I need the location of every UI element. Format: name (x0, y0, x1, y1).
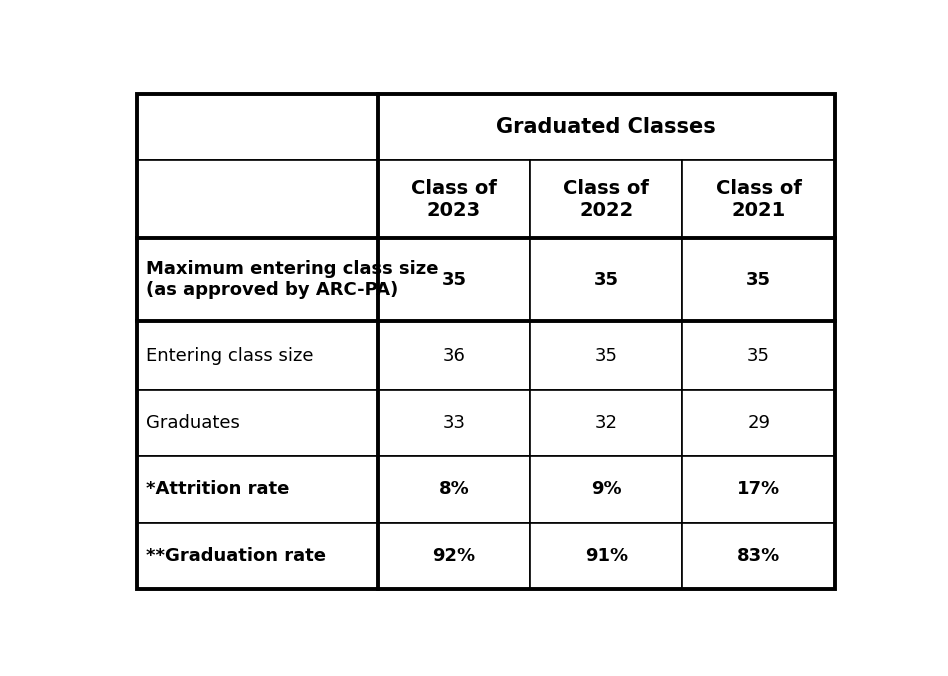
Bar (377, 238, 530, 321)
Text: Entering class size: Entering class size (146, 347, 313, 365)
Bar (137, 238, 377, 321)
Text: 8%: 8% (439, 481, 469, 498)
Text: Maximum entering class size
(as approved by ARC-PA): Maximum entering class size (as approved… (146, 260, 438, 299)
Text: 32: 32 (594, 414, 618, 433)
Text: Graduates: Graduates (146, 414, 240, 433)
Bar (683, 390, 835, 456)
Text: 35: 35 (593, 270, 619, 289)
Bar (377, 321, 530, 390)
Bar (377, 456, 530, 523)
Bar (530, 390, 683, 456)
Bar (530, 238, 683, 321)
Text: *Attrition rate: *Attrition rate (146, 481, 289, 498)
Text: 17%: 17% (738, 481, 780, 498)
Text: 92%: 92% (432, 547, 476, 564)
Bar (137, 160, 377, 238)
Bar (683, 456, 835, 523)
Text: 29: 29 (747, 414, 770, 433)
Text: **Graduation rate: **Graduation rate (146, 547, 326, 564)
Text: 35: 35 (442, 270, 466, 289)
Text: 9%: 9% (591, 481, 622, 498)
Text: 36: 36 (443, 347, 465, 365)
Bar (683, 238, 835, 321)
Bar (683, 160, 835, 238)
Bar (683, 523, 835, 589)
Text: Class of
2021: Class of 2021 (716, 178, 802, 220)
Text: 83%: 83% (737, 547, 780, 564)
Text: 35: 35 (747, 347, 770, 365)
Bar (377, 523, 530, 589)
Text: Graduated Classes: Graduated Classes (497, 117, 716, 137)
Bar (137, 390, 377, 456)
Bar (137, 456, 377, 523)
Bar (530, 456, 683, 523)
Bar (683, 321, 835, 390)
Bar (137, 523, 377, 589)
Text: 35: 35 (594, 347, 618, 365)
Text: Class of
2023: Class of 2023 (410, 178, 497, 220)
Bar (530, 321, 683, 390)
Text: 35: 35 (746, 270, 771, 289)
Bar (137, 321, 377, 390)
Text: Class of
2022: Class of 2022 (563, 178, 649, 220)
Bar (137, 94, 377, 160)
Bar (377, 94, 835, 160)
Text: 91%: 91% (585, 547, 628, 564)
Bar (530, 523, 683, 589)
Bar (377, 390, 530, 456)
Bar (377, 160, 530, 238)
Text: 33: 33 (443, 414, 465, 433)
Bar (530, 160, 683, 238)
